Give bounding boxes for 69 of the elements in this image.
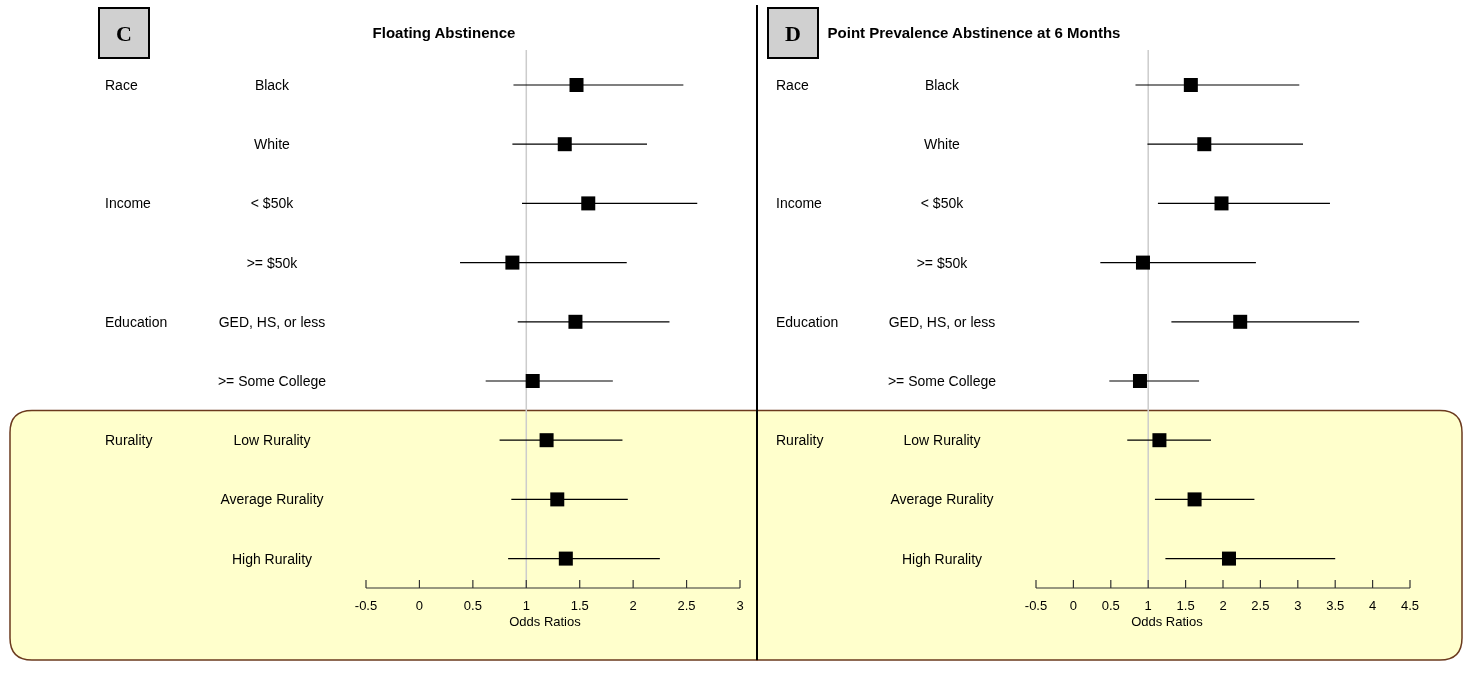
text: Rurality	[105, 432, 153, 449]
x-tick-label: 1.5	[1176, 598, 1195, 613]
x-tick-label: 3	[1294, 598, 1302, 613]
text: Rurality	[776, 432, 824, 449]
point	[1187, 492, 1202, 507]
x-tick-label: 1	[522, 598, 530, 613]
y-tick-label: White	[254, 136, 291, 153]
x-tick-label: 2	[629, 598, 637, 613]
x-tick-label: 2.5	[1251, 598, 1270, 613]
point	[525, 374, 540, 388]
y-tick-label: Average Rurality	[890, 491, 994, 508]
text: C	[116, 21, 132, 46]
text: Race	[776, 77, 809, 93]
point	[550, 492, 565, 507]
chart-title: Floating Abstinence	[372, 24, 516, 41]
point	[1221, 551, 1236, 566]
point	[1214, 196, 1229, 211]
x-tick-label: 2	[1219, 598, 1227, 613]
y-tick-label: >= Some College	[217, 373, 327, 389]
point	[1197, 137, 1212, 152]
x-tick-label: 4.5	[1400, 598, 1420, 613]
x-axis-title: Odds Ratios	[509, 614, 582, 629]
text: Income	[105, 195, 152, 212]
y-tick-label: High Rurality	[231, 550, 313, 567]
y-tick-label: >= $50k	[246, 254, 299, 271]
x-tick-label: -0.5	[1024, 598, 1048, 613]
x-tick-label: 0.5	[1101, 598, 1120, 613]
y-tick-label: Low Rurality	[903, 432, 981, 449]
y-tick-label: Black	[924, 77, 961, 93]
x-tick-label: 3	[736, 598, 744, 613]
point	[581, 196, 596, 211]
y-tick-label: < $50k	[250, 195, 295, 212]
point	[539, 433, 554, 448]
x-tick-label: 0	[415, 598, 424, 613]
point	[1132, 374, 1147, 388]
x-tick-label: 1	[1144, 598, 1152, 613]
y-tick-label: Black	[254, 77, 291, 93]
point	[1135, 255, 1150, 270]
y-tick-label: Average Rurality	[220, 491, 324, 508]
text: Education	[105, 313, 168, 330]
x-tick-label: 1.5	[570, 598, 589, 613]
point	[1233, 314, 1248, 329]
y-tick-label: White	[924, 136, 961, 153]
text: Race	[105, 77, 138, 93]
x-tick-label: 0.5	[463, 598, 482, 613]
text: Income	[776, 195, 823, 212]
y-tick-label: >= Some College	[887, 373, 997, 389]
x-tick-label: 4	[1368, 598, 1377, 613]
y-tick-label: < $50k	[920, 195, 965, 212]
point	[505, 255, 520, 270]
y-tick-label: GED, HS, or less	[218, 313, 326, 330]
point	[569, 78, 584, 92]
x-tick-label: 2.5	[677, 598, 696, 613]
text: D	[785, 21, 801, 46]
y-tick-label: >= $50k	[916, 254, 969, 271]
chart-title: Point Prevalence Abstinence at 6 Months	[827, 24, 1121, 41]
x-tick-label: 3.5	[1326, 598, 1345, 613]
point	[1183, 78, 1198, 92]
x-tick-label: -0.5	[354, 598, 378, 613]
point	[558, 551, 573, 566]
point	[1152, 433, 1167, 448]
point	[568, 314, 583, 329]
point	[557, 137, 572, 152]
x-axis-title: Odds Ratios	[1131, 614, 1204, 629]
x-tick-label: 0	[1069, 598, 1078, 613]
y-tick-label: GED, HS, or less	[888, 313, 996, 330]
y-tick-label: Low Rurality	[233, 432, 311, 449]
text: Education	[776, 313, 839, 330]
y-tick-label: High Rurality	[901, 550, 983, 567]
